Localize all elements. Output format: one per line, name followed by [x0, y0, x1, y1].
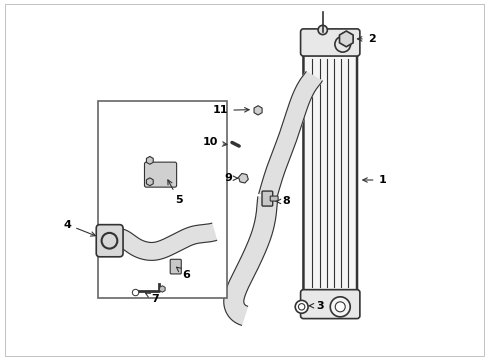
FancyBboxPatch shape	[144, 162, 176, 187]
Bar	[98, 102, 226, 298]
FancyBboxPatch shape	[170, 259, 181, 274]
Text: 2: 2	[357, 34, 375, 44]
Circle shape	[317, 25, 326, 35]
Text: 9: 9	[224, 173, 237, 183]
Text: 8: 8	[276, 197, 289, 206]
Circle shape	[329, 297, 349, 317]
Text: 5: 5	[167, 180, 182, 204]
Circle shape	[132, 289, 139, 296]
FancyBboxPatch shape	[300, 29, 359, 56]
Text: 6: 6	[176, 267, 189, 280]
FancyBboxPatch shape	[262, 191, 272, 206]
Polygon shape	[258, 72, 322, 199]
Polygon shape	[115, 223, 216, 260]
Text: 10: 10	[202, 138, 226, 148]
Text: 7: 7	[145, 293, 159, 303]
Polygon shape	[224, 197, 277, 325]
Text: 4: 4	[63, 220, 95, 236]
Circle shape	[295, 300, 307, 313]
Text: 11: 11	[212, 105, 248, 115]
FancyBboxPatch shape	[300, 290, 359, 319]
Circle shape	[334, 36, 350, 52]
Text: 3: 3	[309, 301, 323, 311]
Circle shape	[339, 32, 352, 45]
Circle shape	[335, 302, 345, 312]
FancyBboxPatch shape	[270, 196, 278, 201]
FancyBboxPatch shape	[303, 50, 356, 296]
FancyBboxPatch shape	[96, 225, 123, 257]
Circle shape	[298, 303, 304, 310]
Text: 1: 1	[362, 175, 386, 185]
